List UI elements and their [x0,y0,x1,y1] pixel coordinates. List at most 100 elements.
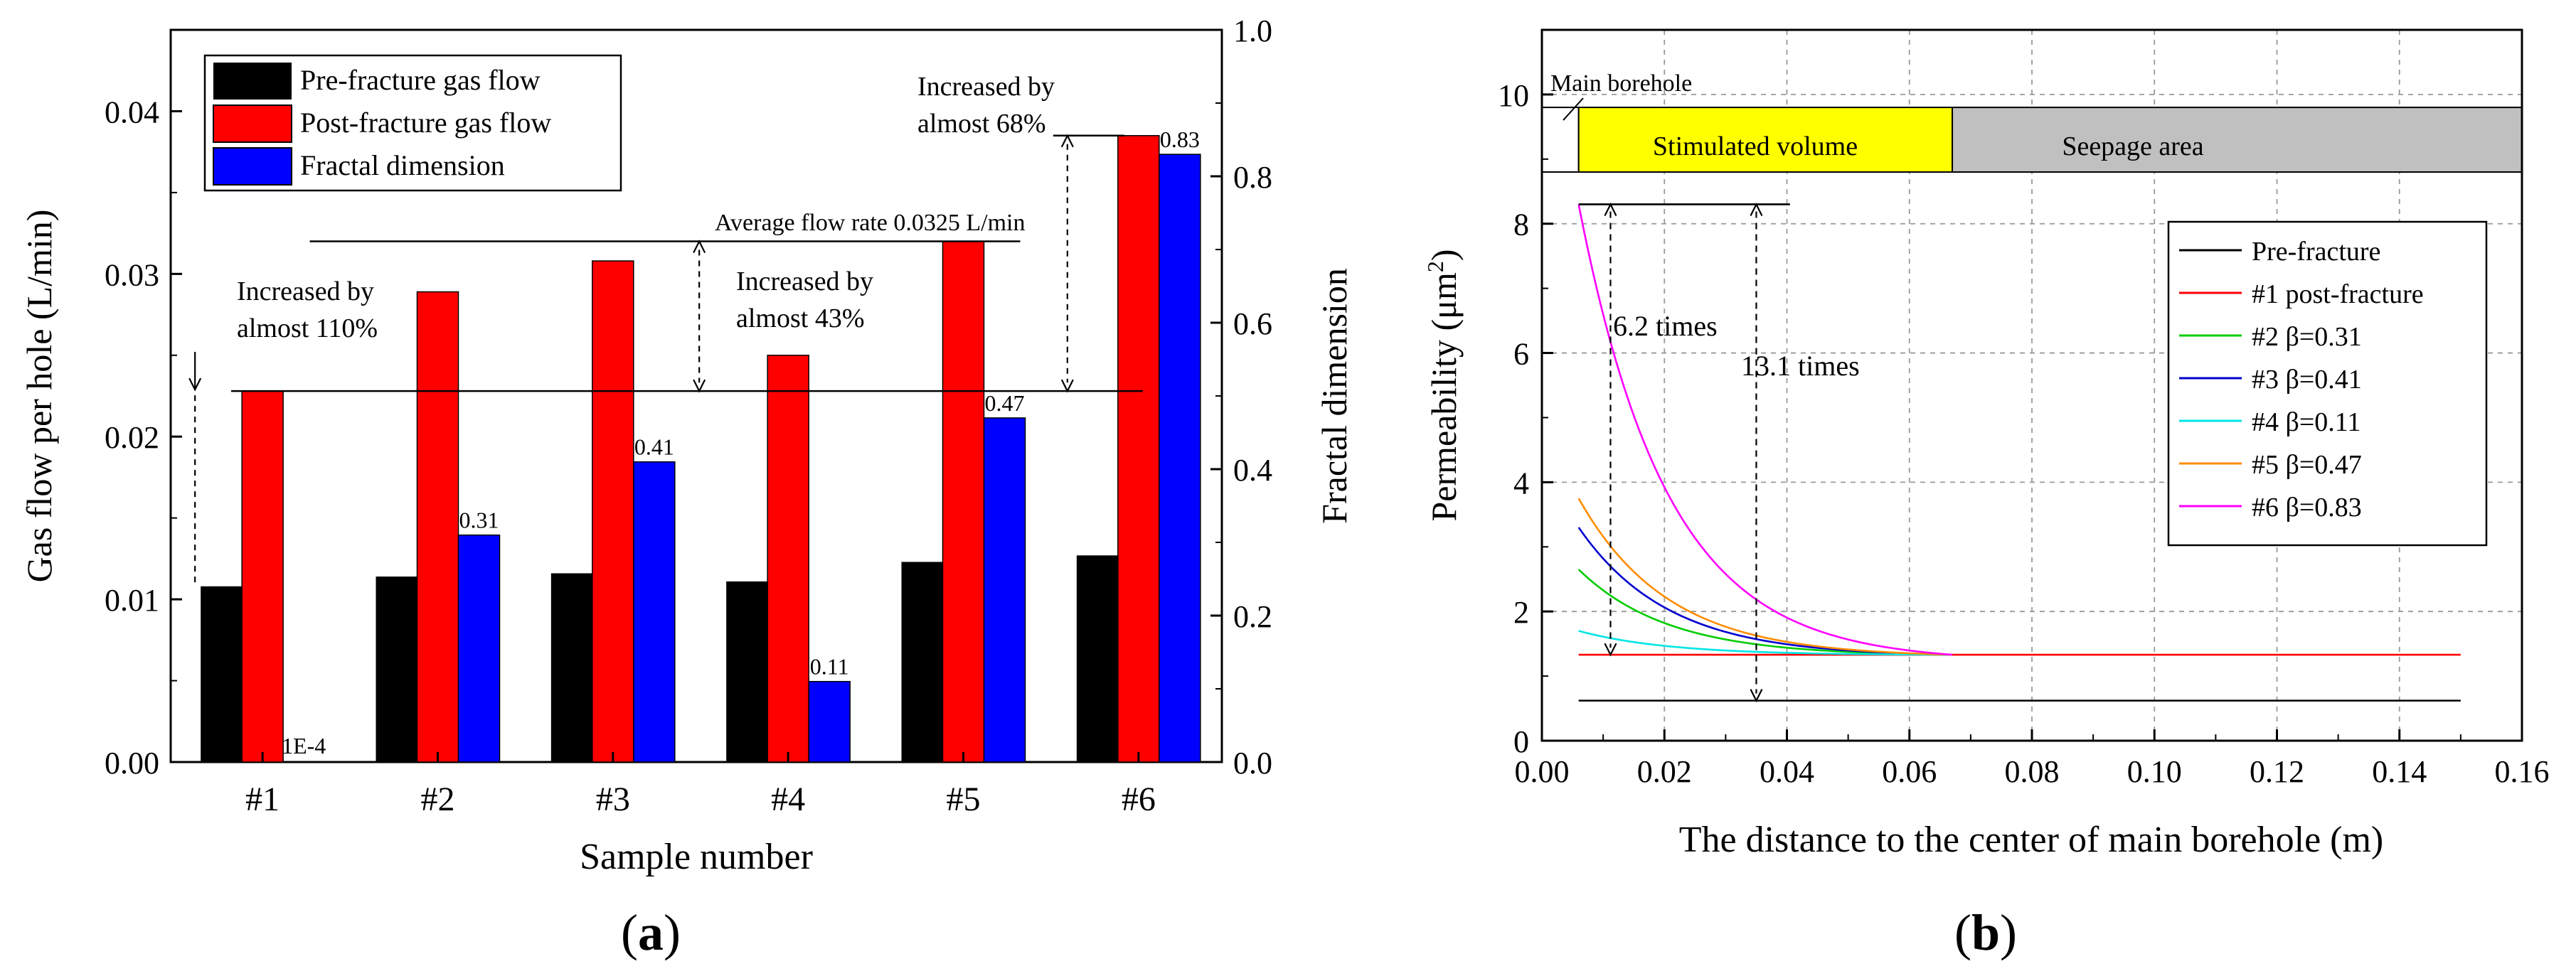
zone-label-stimulated: Stimulated volume [1653,132,1858,161]
y-tick-label-a-1: 0.01 [105,583,159,618]
panel-letter-b: b [1971,904,2000,961]
x-tick-label-b-7: 0.14 [2372,754,2427,789]
increase-110-line2: almost 110% [237,313,378,343]
y2-tick-label-a-0: 0.0 [1233,746,1272,781]
x-tick-label-b-8: 0.16 [2495,754,2550,789]
bar-value-label-2: 0.31 [459,508,499,533]
series-line-6 [1579,498,1952,655]
bar-post-1 [242,391,283,762]
x-tick-label-a-4: #4 [771,781,805,818]
legend-label-b-1: Pre-fracture [2252,237,2380,267]
increase-68-line1: Increased by [917,72,1055,102]
increase-43-line2: almost 43% [736,304,864,333]
increase-43-line1: Increased by [736,267,873,296]
times-annotation-13-1: 13.1 times [1741,350,1860,382]
x-tick-label-b-0: 0.00 [1515,754,1570,789]
zone-label-seepage: Seepage area [2062,132,2203,161]
bar-post-2 [417,292,459,762]
bar-value-label-1: 1E-4 [282,733,326,758]
y2-axis-title-a: Fractal dimension [1314,268,1354,524]
y-tick-label-a-4: 0.04 [105,95,159,129]
y-axis-title-b-main: Permeability (μm [1424,272,1464,521]
legend-label-pre: Pre-fracture gas flow [300,64,541,96]
bar-value-label-4: 0.11 [810,654,849,680]
y-tick-label-b-1: 2 [1513,595,1529,630]
average-flow-annotation: Average flow rate 0.0325 L/min [715,210,1026,236]
bar-fractal-4 [809,682,850,762]
y2-tick-label-a-3: 0.6 [1233,306,1272,341]
x-tick-label-b-3: 0.06 [1882,754,1937,789]
y-tick-label-a-2: 0.02 [105,420,159,455]
x-axis-title-a: Sample number [580,837,813,877]
legend-label-fractal: Fractal dimension [300,149,505,181]
zone-main-borehole [1542,107,1579,172]
y2-tick-label-a-4: 0.8 [1233,160,1272,195]
bar-value-label-3: 0.41 [634,434,674,460]
legend-swatch-post [213,105,292,142]
y-tick-label-b-2: 4 [1513,466,1529,500]
panel-label-b: (b) [1954,904,2017,961]
y2-tick-label-a-1: 0.2 [1233,599,1272,634]
x-axis-title-b: The distance to the center of main boreh… [1679,820,2384,860]
bar-pre-2 [376,577,417,762]
zone-seepage-area [1952,107,2522,172]
legend-label-post: Post-fracture gas flow [300,107,551,139]
legend-a: Pre-fracture gas flow Post-fracture gas … [205,55,621,191]
panel-b: 0.00 0.02 0.04 0.06 0.08 0.10 0.12 0.14 0.16 0 2 4 6… [1422,30,2550,961]
legend-label-b-3: #2 β=0.31 [2252,322,2362,352]
bar-value-label-6: 0.83 [1160,127,1200,152]
x-tick-label-a-3: #3 [596,781,630,818]
legend-label-b-7: #6 β=0.83 [2252,493,2362,522]
panel-a: 1E-4 0.31 0.41 0.11 0.47 0.83 #1 #2 #3 #4 #5 #6 0.0… [19,14,1354,961]
legend-swatch-pre [213,63,292,100]
bar-pre-5 [902,562,943,762]
bar-pre-1 [201,586,242,762]
bar-pre-4 [726,581,767,762]
y-tick-label-b-0: 0 [1513,724,1529,759]
times-annotation-6-2: 6.2 times [1613,310,1718,342]
zone-label-main-borehole: Main borehole [1550,70,1692,97]
bar-value-label-5: 0.47 [985,390,1025,416]
series-line-5 [1579,631,1952,655]
x-tick-label-b-2: 0.04 [1760,754,1814,789]
legend-label-b-6: #5 β=0.47 [2252,450,2362,480]
legend-label-b-4: #3 β=0.41 [2252,365,2362,395]
legend-swatch-fractal [213,148,292,185]
y2-tick-label-a-2: 0.4 [1233,453,1272,488]
x-tick-label-b-1: 0.02 [1637,754,1692,789]
x-tick-label-a-1: #1 [245,781,280,818]
bar-fractal-2 [459,535,500,762]
y-tick-label-a-3: 0.03 [105,257,159,292]
bar-fractal-5 [984,418,1026,762]
increase-110-line1: Increased by [237,277,374,306]
y-axis-title-b-close: ) [1424,250,1464,262]
series-line-4 [1579,527,1952,655]
panel-letter-a: a [638,904,664,961]
bar-fractal-6 [1159,154,1201,762]
bar-post-6 [1118,136,1159,762]
y-axis-title-a: Gas flow per hole (L/min) [19,210,59,583]
bar-pre-6 [1077,555,1118,762]
y-tick-label-b-3: 6 [1513,337,1529,372]
x-tick-label-b-6: 0.12 [2250,754,2304,789]
y-tick-label-a-0: 0.00 [105,746,159,781]
panel-label-a: (a) [621,904,681,961]
legend-label-b-5: #4 β=0.11 [2252,407,2361,437]
y-tick-label-b-4: 8 [1513,208,1529,242]
increase-68-line2: almost 68% [917,109,1045,139]
bar-post-4 [767,355,809,762]
x-tick-label-b-4: 0.08 [2005,754,2060,789]
y-tick-label-b-5: 10 [1498,78,1529,113]
bar-fractal-3 [634,462,675,762]
x-tick-label-a-5: #5 [947,781,981,818]
bar-pre-3 [551,573,592,762]
legend-label-b-2: #1 post-fracture [2252,279,2424,309]
x-tick-label-a-2: #2 [421,781,455,818]
legend-b: Pre-fracture #1 post-fracture #2 β=0.31 #3 … [2168,222,2486,545]
bar-post-3 [592,261,634,762]
x-tick-label-a-6: #6 [1122,781,1156,818]
bar-post-5 [943,242,984,762]
x-tick-label-b-5: 0.10 [2127,754,2182,789]
